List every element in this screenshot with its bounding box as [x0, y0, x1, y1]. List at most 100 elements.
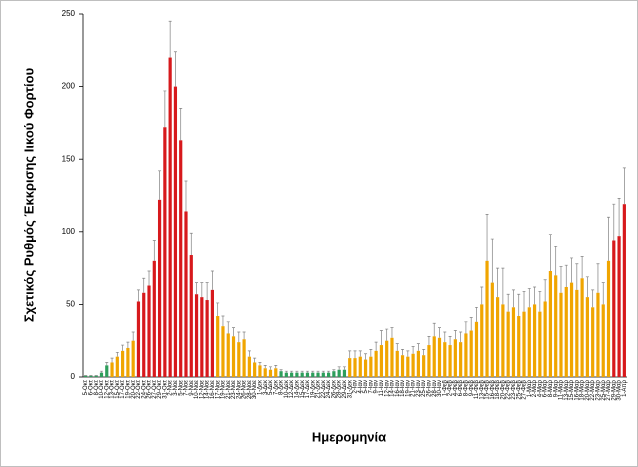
x-tick-label: 7-Ιαν	[368, 380, 374, 393]
error-bar	[575, 263, 579, 290]
error-bar	[226, 321, 230, 334]
error-bar	[232, 327, 236, 337]
error-bar	[559, 266, 563, 293]
bar	[300, 372, 304, 377]
error-bar	[464, 321, 468, 334]
error-bar	[189, 232, 193, 256]
bar	[474, 321, 479, 377]
x-tick-label: 23-Μαρ	[596, 379, 602, 400]
error-bar	[416, 343, 420, 351]
error-bar	[527, 288, 531, 308]
x-tick-label: 23-Φεβ	[511, 379, 517, 399]
bar	[369, 356, 373, 377]
bar	[496, 297, 500, 377]
x-tick-label: 13-Μαρ	[564, 379, 570, 400]
bar	[379, 345, 384, 377]
error-bar	[247, 350, 251, 357]
error-bar	[342, 366, 346, 370]
error-bar	[543, 279, 547, 302]
bar	[358, 356, 362, 377]
x-tick-label: 1-Μαρ	[527, 379, 533, 397]
error-bar	[364, 353, 368, 360]
error-bar	[200, 282, 204, 298]
bar	[305, 372, 310, 377]
error-bar	[152, 240, 156, 261]
bar	[464, 333, 468, 377]
x-tick-label: 8-Μαρ	[548, 379, 554, 397]
y-tick-label: 150	[62, 154, 76, 163]
error-bar	[358, 350, 362, 357]
error-bar	[459, 331, 463, 343]
error-bar	[242, 331, 246, 340]
error-bar	[337, 366, 341, 370]
error-bar	[173, 51, 177, 87]
error-bar	[374, 341, 378, 351]
error-bar	[591, 289, 595, 308]
x-tick-label: 25-Μαρ	[601, 379, 607, 400]
bar	[591, 307, 595, 377]
error-bar	[474, 306, 478, 322]
error-bar	[517, 293, 521, 317]
x-tick-label: 2-Μαρ	[532, 379, 538, 397]
error-bar	[427, 335, 431, 346]
error-bar	[607, 216, 611, 261]
x-tick-label: 10-Οκτ	[99, 379, 105, 398]
bar	[136, 301, 141, 377]
x-tick-label: 28-Νοε	[247, 380, 253, 399]
x-tick-label: 30-Νοε	[252, 380, 258, 399]
y-tick-label: 0	[71, 372, 76, 381]
x-tick-label: 19-Δεκ	[310, 379, 316, 398]
x-tick-label: 6-Φεβ	[458, 379, 464, 396]
bar	[242, 339, 246, 377]
bar	[485, 260, 489, 377]
bar	[274, 368, 278, 377]
x-tick-label: 24-Οκτ	[141, 379, 147, 398]
bar	[247, 356, 251, 377]
bar	[226, 333, 230, 377]
bar	[596, 292, 600, 377]
x-tick-label: 30-Μαρ	[617, 379, 623, 400]
x-tick-label: 23-Νοε	[231, 380, 237, 399]
x-tick-label: 31-Οκτ	[162, 379, 168, 398]
bar	[326, 372, 331, 377]
x-tick-label: 11-Φεβ	[474, 379, 480, 399]
x-tick-label: 19-Ιαν	[405, 380, 411, 397]
bar	[94, 375, 98, 377]
x-tick-label: 16-Ιαν	[395, 380, 401, 397]
error-bar	[311, 370, 315, 373]
bar	[506, 311, 510, 377]
x-tick-label: 1-Φεβ	[442, 379, 448, 396]
error-bar	[126, 341, 130, 348]
error-bar	[163, 90, 167, 128]
x-tick-label: 1-Απρ	[622, 379, 628, 396]
error-bar	[258, 362, 262, 366]
error-bar	[268, 366, 272, 370]
error-bar	[443, 331, 447, 343]
x-tick-label: 22-Μαρ	[590, 379, 596, 400]
x-tick-label: 1-Δεκ	[258, 379, 264, 395]
x-tick-label: 20-Μαρ	[585, 379, 591, 400]
bar	[337, 369, 341, 377]
x-tick-label: 21-Δεκ	[316, 379, 322, 398]
error-bar	[284, 370, 288, 373]
x-tick-label: 5-Νοε	[178, 380, 184, 396]
error-bar	[369, 349, 373, 357]
x-tick-label: 22-Φεβ	[506, 379, 512, 399]
x-tick-label: 8-Δεκ	[279, 379, 285, 395]
error-bar	[596, 263, 600, 293]
y-axis-label: Σχετικός Ρυθμός Έκκρισης Ιικού Φορτίου	[21, 67, 36, 322]
error-bar	[110, 357, 114, 363]
error-bar	[136, 289, 140, 302]
error-bar	[401, 349, 405, 356]
error-bar	[453, 330, 457, 340]
x-tick-label: 28-Ιαν	[432, 380, 438, 397]
x-tick-label: 13-Φεβ	[479, 379, 485, 399]
error-bar	[353, 350, 357, 359]
x-tick-label: 22-Οκτ	[136, 379, 142, 398]
x-tick-label: 15-Μαρ	[569, 379, 575, 400]
error-bar	[253, 357, 257, 363]
error-bar	[332, 369, 336, 372]
bar	[131, 340, 135, 377]
x-tick-label: 27-Μαρ	[606, 379, 612, 400]
y-tick-label: 250	[62, 9, 76, 18]
